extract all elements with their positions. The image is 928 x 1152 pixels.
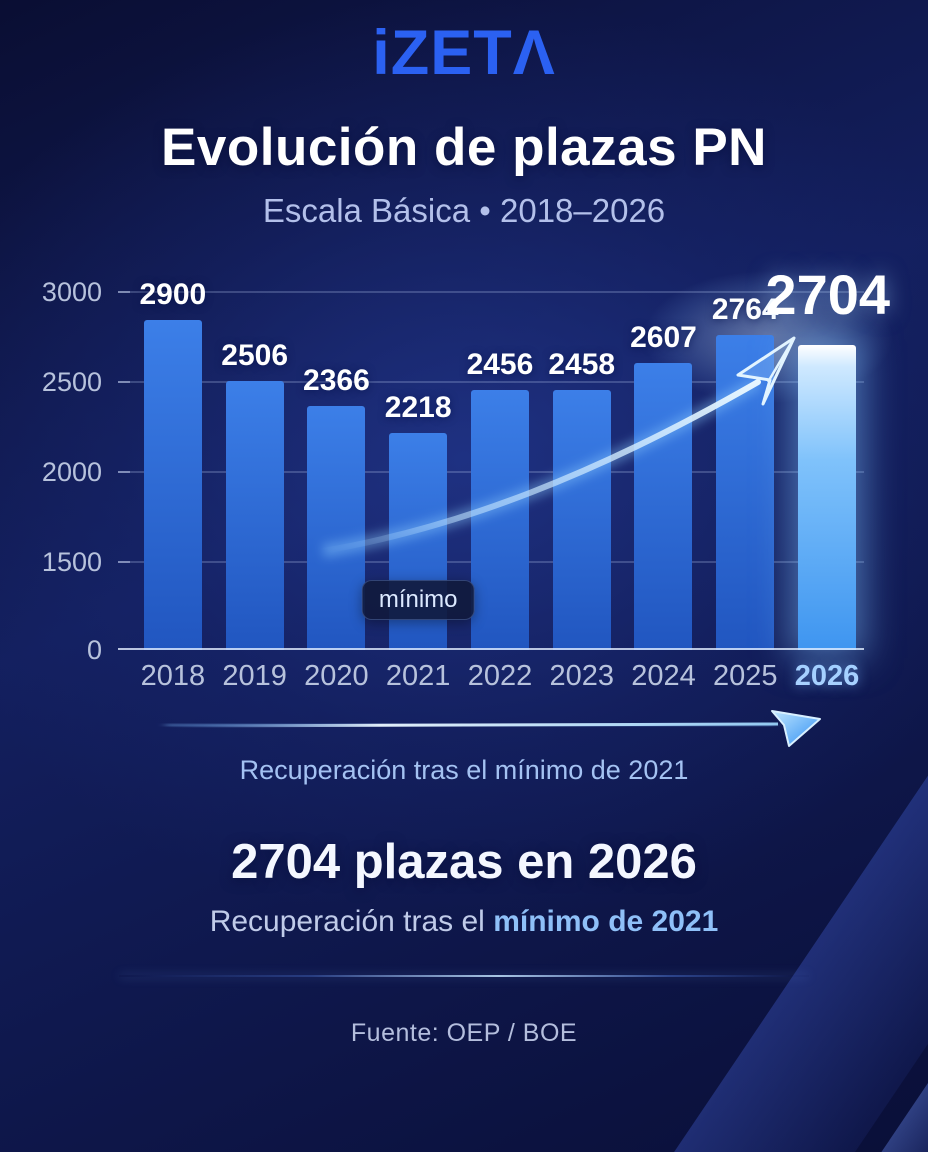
y-tick-0: 0: [86, 635, 102, 665]
x-label-2022: 2022: [467, 660, 533, 692]
bar-column-2023: 2458: [541, 278, 623, 650]
bars: 2900 2506 2366 2218 mínimo 2456 2458 2607 2764: [118, 278, 868, 650]
bar-chart: 3000 2500 2000 1500 0 2900 2506 2366 2218 mínimo…: [0, 252, 928, 664]
x-label-2018: 2018: [140, 660, 206, 692]
minimo-chip: mínimo: [361, 580, 475, 620]
y-tick-1500: 1500: [41, 547, 102, 577]
bar-2022: [470, 389, 529, 650]
source-note: Fuente: OEP / BOE: [350, 1019, 578, 1047]
y-tick-2500: 2500: [41, 367, 102, 397]
y-axis: 3000 2500 2000 1500 0: [0, 277, 118, 664]
bar-column-2025: 2764: [704, 278, 786, 650]
bar-value-2023: 2458: [548, 347, 616, 381]
x-label-2020: 2020: [304, 660, 369, 692]
x-label-2025: 2025: [712, 660, 778, 692]
bar-column-2019: 2506: [214, 278, 296, 650]
bar-2020: [307, 406, 366, 650]
bar-2024: [634, 362, 693, 650]
arrowhead-icon: [771, 710, 821, 747]
bar-value-2019: 2506: [221, 338, 289, 372]
bar-2018: [143, 320, 202, 650]
subline: Recuperación tras el mínimo de 2021: [0, 905, 928, 939]
timeline-arrow: [0, 699, 928, 755]
page-title: Evolución de plazas PN: [161, 118, 767, 177]
highlight-value-label: 2704: [765, 263, 890, 326]
light-streak-divider: [119, 975, 809, 977]
gridline-3000: [118, 291, 864, 293]
x-label-2023: 2023: [549, 660, 614, 692]
subline-bold: mínimo de 2021: [493, 905, 719, 938]
background-ribbon: [746, 755, 928, 1152]
bar-2023: [552, 389, 611, 650]
bar-value-2020: 2366: [303, 364, 370, 398]
x-label-2026: 2026: [794, 660, 860, 692]
page-subtitle: Escala Básica • 2018–2026: [262, 192, 666, 229]
brand-logo: iZETΛ: [372, 18, 556, 88]
headline: 2704 plazas en 2026: [231, 835, 697, 889]
bar-value-2021: 2218: [384, 390, 452, 424]
bar-2019: [225, 380, 284, 650]
x-axis-labels: 2018 2019 2020 2021 2022 2023 2024 2025 2026: [118, 660, 868, 693]
y-tick-3000: 3000: [41, 277, 102, 307]
x-label-2021: 2021: [385, 660, 451, 692]
y-tick-2000: 2000: [41, 457, 102, 487]
bar-value-2022: 2456: [466, 347, 534, 381]
x-axis-line: [118, 648, 864, 650]
bar-column-2026: [786, 278, 868, 650]
x-label-2024: 2024: [631, 660, 696, 692]
x-label-2019: 2019: [222, 660, 287, 692]
bar-value-2025: 2764: [711, 292, 779, 326]
plot-area: 2900 2506 2366 2218 mínimo 2456 2458 2607 2764: [118, 252, 928, 650]
axis-caption: Recuperación tras el mínimo de 2021: [239, 755, 689, 785]
bar-column-2021: 2218 mínimo: [361, 278, 475, 650]
bar-value-2018: 2900: [139, 278, 207, 311]
bar-column-2018: 2900: [132, 278, 214, 650]
subline-regular: Recuperación tras el: [209, 905, 494, 938]
bar-2025: [716, 334, 775, 650]
bar-value-2024: 2607: [630, 320, 697, 354]
bar-2026: [798, 345, 856, 650]
bar-column-2024: 2607: [623, 278, 705, 650]
